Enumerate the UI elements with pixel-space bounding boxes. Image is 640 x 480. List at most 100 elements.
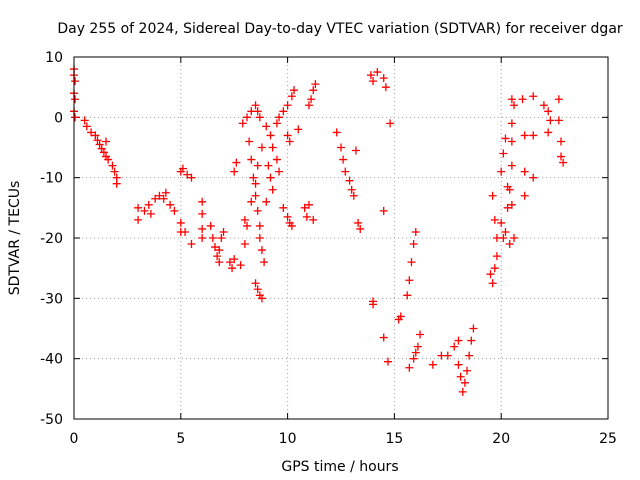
data-point <box>287 92 296 101</box>
data-point <box>208 234 217 242</box>
data-point <box>99 148 108 157</box>
data-point <box>187 240 196 249</box>
data-point <box>304 101 313 110</box>
data-point <box>87 128 96 137</box>
data-point <box>151 194 160 203</box>
data-point <box>379 333 388 342</box>
data-point <box>458 387 467 396</box>
data-point <box>230 255 239 264</box>
data-point <box>228 264 237 273</box>
data-point <box>71 95 80 104</box>
tick-layer: 0 5 10 15 20 25 -50 -40 -30 -20 -10 0 10 <box>40 50 617 447</box>
data-point <box>403 291 412 300</box>
x-tick-label: 15 <box>385 431 403 447</box>
data-point <box>110 167 119 176</box>
data-point <box>80 116 89 125</box>
data-point <box>279 107 288 116</box>
data-point <box>518 95 527 104</box>
data-point <box>499 234 508 242</box>
data-point <box>520 191 529 200</box>
data-point <box>255 234 264 242</box>
data-point <box>456 372 465 381</box>
data-point <box>499 149 508 158</box>
data-point <box>503 203 512 212</box>
data-point <box>266 173 275 182</box>
data-point <box>302 212 311 221</box>
data-point <box>396 312 405 321</box>
data-point <box>251 101 260 110</box>
data-point <box>373 68 382 77</box>
data-point <box>345 176 354 185</box>
data-point <box>529 131 538 140</box>
y-tick-label: 10 <box>45 50 63 66</box>
data-point <box>210 243 219 252</box>
data-point <box>283 131 292 140</box>
y-tick-label: -40 <box>40 352 63 368</box>
data-point <box>510 234 519 242</box>
data-point <box>91 131 100 140</box>
data-point <box>405 276 414 285</box>
data-point <box>198 209 207 218</box>
data-point <box>155 191 164 200</box>
data-point <box>206 221 215 230</box>
data-point <box>255 221 264 230</box>
data-point <box>245 137 254 146</box>
data-point <box>236 261 245 270</box>
data-point <box>559 158 568 167</box>
data-point <box>187 173 196 182</box>
data-point <box>102 137 111 146</box>
data-point <box>253 206 262 215</box>
data-point <box>283 101 292 110</box>
data-point <box>272 155 281 164</box>
data-point <box>257 246 266 255</box>
grid-layer <box>74 57 608 419</box>
data-point <box>134 203 143 212</box>
data-point <box>337 143 345 152</box>
data-point <box>339 155 348 164</box>
data-point <box>497 218 506 227</box>
data-point <box>383 357 392 366</box>
data-point <box>144 200 153 209</box>
data-point <box>544 107 553 116</box>
data-point <box>266 131 275 140</box>
data-point <box>304 200 313 209</box>
data-point <box>247 197 256 206</box>
y-tick-label: -20 <box>40 231 63 247</box>
data-point <box>71 113 80 122</box>
data-point <box>416 330 425 339</box>
data-point <box>490 264 499 273</box>
data-point <box>255 113 264 122</box>
data-point <box>411 348 420 357</box>
data-point <box>225 258 234 267</box>
data-point <box>260 258 269 267</box>
y-tick-label: -30 <box>40 291 63 307</box>
data-point <box>501 134 510 143</box>
data-point <box>279 203 288 212</box>
data-layer <box>70 65 568 396</box>
data-point <box>369 77 378 86</box>
data-point <box>428 360 437 369</box>
data-point <box>285 137 294 146</box>
data-point <box>251 279 260 288</box>
data-point <box>490 215 499 224</box>
data-point <box>454 336 463 345</box>
data-point <box>213 252 222 261</box>
data-point <box>243 221 252 230</box>
data-point <box>253 107 262 116</box>
data-point <box>140 206 149 215</box>
data-point <box>82 122 91 131</box>
data-point <box>463 366 472 375</box>
data-point <box>253 285 262 294</box>
data-point <box>309 215 318 224</box>
y-tick-label: 0 <box>54 110 63 126</box>
data-point <box>369 300 378 309</box>
data-point <box>520 167 529 176</box>
data-point <box>529 173 538 182</box>
data-point <box>134 215 143 224</box>
data-point <box>112 179 121 188</box>
data-point <box>198 234 207 242</box>
data-point <box>93 136 102 145</box>
data-point <box>460 378 469 387</box>
data-point <box>219 227 228 236</box>
data-point <box>176 218 185 227</box>
